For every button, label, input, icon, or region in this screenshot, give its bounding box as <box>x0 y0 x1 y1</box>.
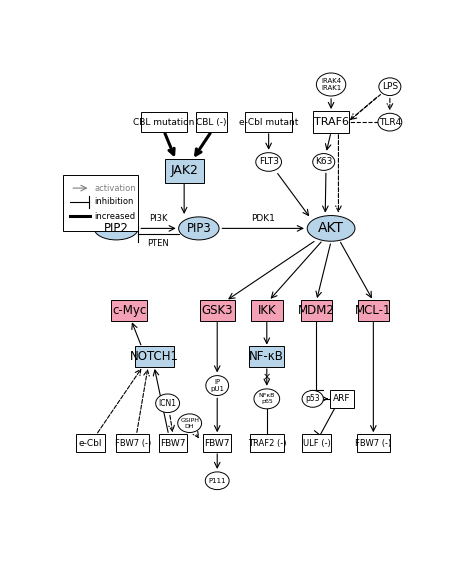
FancyBboxPatch shape <box>200 300 235 321</box>
FancyBboxPatch shape <box>330 389 354 408</box>
Text: NF-κB: NF-κB <box>249 350 284 363</box>
FancyBboxPatch shape <box>313 111 349 133</box>
Ellipse shape <box>307 216 355 242</box>
Text: JAK2: JAK2 <box>170 164 198 177</box>
Text: FBW7: FBW7 <box>204 439 230 447</box>
FancyBboxPatch shape <box>164 159 204 183</box>
Ellipse shape <box>256 153 282 171</box>
FancyBboxPatch shape <box>356 434 390 453</box>
FancyBboxPatch shape <box>135 346 174 367</box>
Ellipse shape <box>316 73 346 96</box>
FancyBboxPatch shape <box>141 112 187 132</box>
Text: IKK: IKK <box>257 304 276 317</box>
Text: MCL-1: MCL-1 <box>355 304 392 317</box>
Text: IP
pU1: IP pU1 <box>210 379 224 392</box>
Text: FBW7: FBW7 <box>160 439 186 447</box>
FancyBboxPatch shape <box>75 434 105 453</box>
FancyBboxPatch shape <box>251 300 283 321</box>
Ellipse shape <box>206 375 228 396</box>
Ellipse shape <box>254 389 280 409</box>
Text: ARF: ARF <box>333 394 351 403</box>
Ellipse shape <box>302 390 323 407</box>
Ellipse shape <box>155 394 180 413</box>
Text: activation: activation <box>94 183 136 193</box>
Text: TRAF6: TRAF6 <box>314 117 348 127</box>
FancyBboxPatch shape <box>249 346 284 367</box>
FancyBboxPatch shape <box>111 300 146 321</box>
Text: TLR4: TLR4 <box>379 118 401 126</box>
FancyBboxPatch shape <box>116 434 149 453</box>
FancyBboxPatch shape <box>250 434 283 453</box>
FancyBboxPatch shape <box>203 434 231 453</box>
Text: inhibition: inhibition <box>94 197 134 206</box>
Text: c-Myc: c-Myc <box>112 304 146 317</box>
Text: FBW7 (-): FBW7 (-) <box>115 439 151 447</box>
Text: PIP3: PIP3 <box>186 222 211 235</box>
FancyBboxPatch shape <box>196 112 228 132</box>
Text: AKT: AKT <box>318 221 344 235</box>
Text: PIP2: PIP2 <box>104 222 128 235</box>
FancyBboxPatch shape <box>357 300 389 321</box>
Text: CBL (-): CBL (-) <box>196 118 227 126</box>
Text: ICN1: ICN1 <box>159 399 177 408</box>
Text: MDM2: MDM2 <box>298 304 335 317</box>
Text: PI3K: PI3K <box>149 214 168 223</box>
Text: GSIPH
DH: GSIPH DH <box>180 418 199 428</box>
FancyBboxPatch shape <box>63 175 138 231</box>
Text: NFκB
p65: NFκB p65 <box>259 393 275 404</box>
Text: GSK3: GSK3 <box>201 304 233 317</box>
Text: CBL mutation: CBL mutation <box>133 118 195 126</box>
Text: IRAK4
IRAK1: IRAK4 IRAK1 <box>321 78 341 91</box>
Ellipse shape <box>205 472 229 490</box>
FancyBboxPatch shape <box>246 112 292 132</box>
FancyBboxPatch shape <box>301 434 331 453</box>
Text: P111: P111 <box>209 478 226 484</box>
Text: LPS: LPS <box>382 82 398 91</box>
Text: increased: increased <box>94 212 135 221</box>
Text: FBW7 (-): FBW7 (-) <box>355 439 392 447</box>
Ellipse shape <box>378 113 402 131</box>
Text: PDK1: PDK1 <box>251 214 275 223</box>
Text: PTEN: PTEN <box>147 239 169 248</box>
Ellipse shape <box>179 217 219 240</box>
Text: ×: × <box>263 372 271 382</box>
Ellipse shape <box>379 78 401 95</box>
Text: p53: p53 <box>305 394 320 403</box>
Text: ULF (-): ULF (-) <box>302 439 330 447</box>
FancyBboxPatch shape <box>301 300 332 321</box>
Text: TRAF2 (-): TRAF2 (-) <box>247 439 286 447</box>
Text: e-Cbl: e-Cbl <box>79 439 102 447</box>
Ellipse shape <box>94 217 138 240</box>
Ellipse shape <box>313 154 335 170</box>
FancyBboxPatch shape <box>159 434 187 453</box>
Text: e-Cbl mutant: e-Cbl mutant <box>239 118 298 126</box>
Text: NOTCH1: NOTCH1 <box>130 350 179 363</box>
Ellipse shape <box>178 414 201 432</box>
Text: K63: K63 <box>315 158 332 167</box>
Text: FLT3: FLT3 <box>259 158 279 167</box>
